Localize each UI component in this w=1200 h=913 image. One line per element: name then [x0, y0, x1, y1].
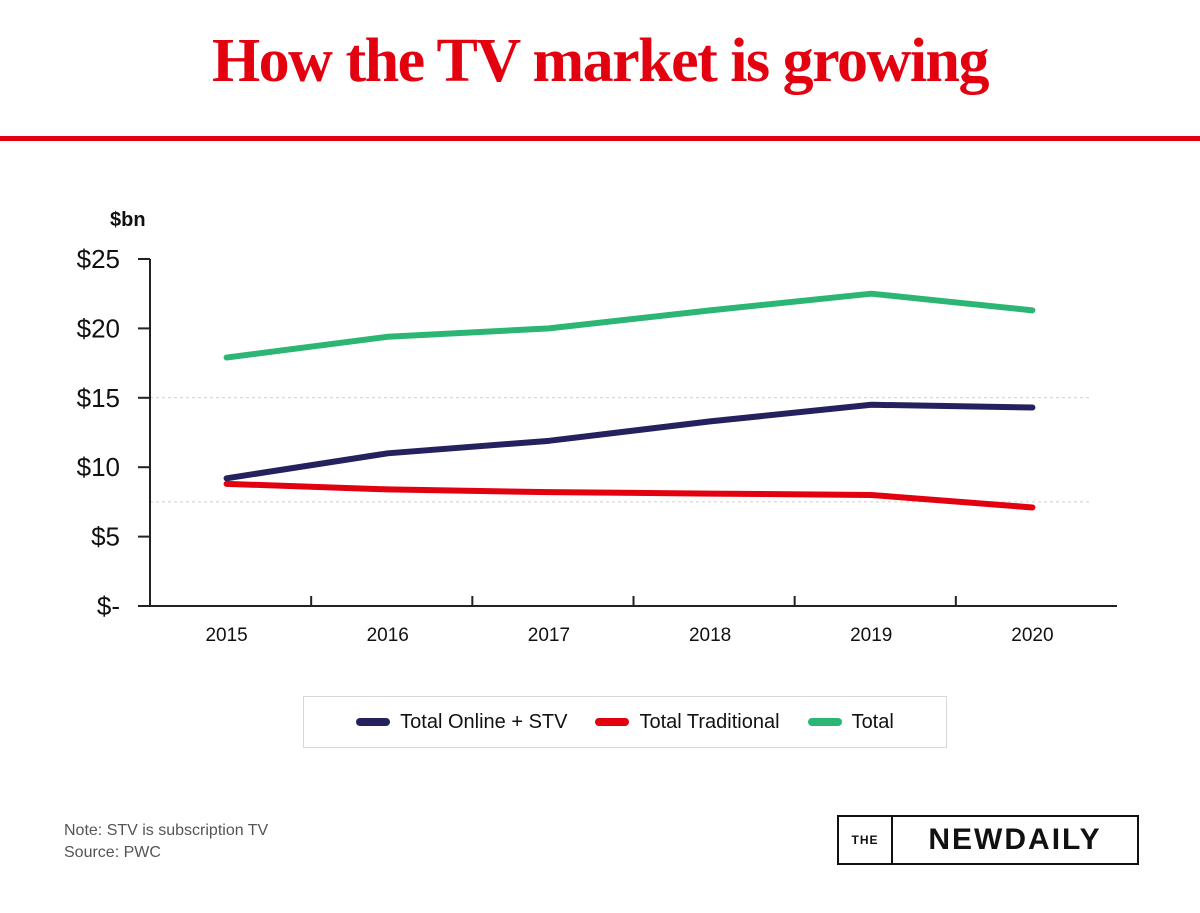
footnote: Note: STV is subscription TV Source: PWC [64, 820, 268, 864]
x-tick-label: 2015 [205, 625, 247, 646]
source-text: Source: PWC [64, 844, 161, 861]
y-tick-label: $- [97, 591, 120, 621]
x-tick-label: 2019 [850, 625, 892, 646]
x-tick-label: 2018 [689, 625, 731, 646]
series-line-total [223, 290, 1036, 361]
y-tick-label: $20 [77, 313, 120, 343]
legend-label: Total [851, 710, 894, 733]
legend: Total Online + STV Total Traditional Tot… [303, 696, 947, 748]
note-text: Note: STV is subscription TV [64, 822, 269, 839]
x-tick-label: 2017 [528, 625, 570, 646]
legend-swatch-online-stv [356, 718, 391, 726]
y-tick-label: $10 [77, 452, 120, 482]
legend-item-online-stv: Total Online + STV [356, 711, 567, 734]
y-axis-label: $bn [110, 209, 146, 231]
legend-item-traditional: Total Traditional [595, 710, 780, 734]
line-chart: $bn $- $5 $10 $15 $20 $25 2015 2016 2017 2018 201… [77, 209, 1117, 646]
legend-swatch-traditional [595, 718, 630, 726]
y-tick-label: $25 [77, 244, 120, 274]
series-line-total-online-stv [223, 401, 1036, 482]
logo-main: NEWDAILY [928, 823, 1102, 856]
brand-logo: THE NEWDAILY [837, 815, 1139, 865]
y-tick-label: $15 [77, 383, 120, 413]
chart-title: How the TV market is growing [211, 27, 990, 95]
legend-item-total: Total [807, 710, 894, 734]
y-tick-label: $5 [91, 522, 120, 552]
title-divider [0, 136, 1200, 141]
series-line-total-traditional [223, 480, 1036, 511]
x-tick-label: 2016 [367, 625, 409, 646]
x-tick-label: 2020 [1011, 625, 1053, 646]
legend-label: Total Traditional [639, 710, 780, 733]
legend-swatch-total [807, 718, 842, 726]
logo-the: THE [839, 817, 893, 863]
legend-label: Total Online + STV [400, 710, 568, 733]
